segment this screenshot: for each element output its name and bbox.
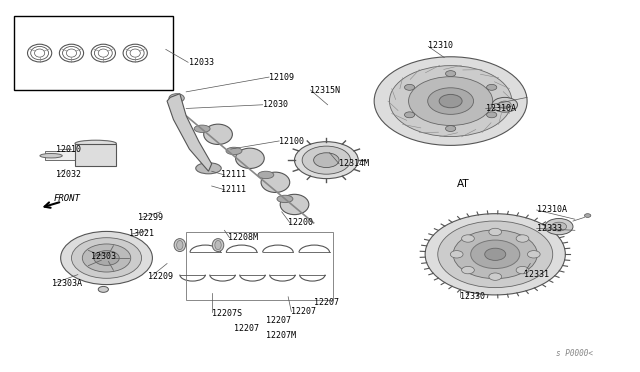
Text: AT: AT bbox=[457, 179, 470, 189]
Circle shape bbox=[439, 94, 462, 108]
Ellipse shape bbox=[75, 140, 116, 147]
Circle shape bbox=[461, 235, 474, 242]
Circle shape bbox=[390, 65, 512, 137]
Text: 12331: 12331 bbox=[524, 270, 549, 279]
Circle shape bbox=[374, 57, 527, 145]
Text: 12207: 12207 bbox=[314, 298, 339, 307]
Text: 12333: 12333 bbox=[537, 224, 562, 233]
Circle shape bbox=[486, 112, 497, 118]
Ellipse shape bbox=[261, 172, 290, 192]
Ellipse shape bbox=[204, 124, 232, 144]
Text: 13021: 13021 bbox=[129, 230, 154, 238]
Ellipse shape bbox=[40, 154, 62, 158]
Circle shape bbox=[408, 77, 493, 125]
Text: 12111: 12111 bbox=[221, 185, 246, 194]
Text: s P0000<: s P0000< bbox=[556, 350, 593, 359]
Ellipse shape bbox=[196, 163, 221, 174]
Circle shape bbox=[470, 240, 520, 269]
Ellipse shape bbox=[584, 214, 591, 217]
Ellipse shape bbox=[277, 195, 293, 203]
Ellipse shape bbox=[194, 125, 210, 132]
Text: 12303: 12303 bbox=[91, 251, 116, 261]
Circle shape bbox=[489, 273, 502, 280]
Circle shape bbox=[83, 244, 131, 272]
Circle shape bbox=[404, 112, 415, 118]
Circle shape bbox=[445, 71, 456, 77]
Text: 12310A: 12310A bbox=[537, 205, 566, 215]
Text: 12207M: 12207M bbox=[266, 331, 296, 340]
Circle shape bbox=[428, 88, 474, 114]
Text: 12299: 12299 bbox=[138, 213, 163, 222]
Text: 12030: 12030 bbox=[262, 100, 287, 109]
Circle shape bbox=[551, 222, 566, 231]
Text: 12032: 12032 bbox=[56, 170, 81, 179]
Circle shape bbox=[294, 142, 358, 179]
Text: 12209: 12209 bbox=[148, 272, 173, 281]
Circle shape bbox=[425, 214, 565, 295]
Ellipse shape bbox=[174, 238, 186, 251]
Circle shape bbox=[94, 251, 119, 265]
Bar bbox=[45, 151, 76, 160]
Ellipse shape bbox=[280, 194, 309, 215]
Text: 12310: 12310 bbox=[428, 41, 453, 50]
Text: 12314M: 12314M bbox=[339, 159, 369, 169]
Ellipse shape bbox=[215, 240, 221, 250]
Circle shape bbox=[445, 126, 456, 132]
Circle shape bbox=[492, 97, 518, 112]
Circle shape bbox=[302, 146, 351, 174]
Text: 12207: 12207 bbox=[291, 307, 316, 316]
Ellipse shape bbox=[258, 171, 274, 179]
Circle shape bbox=[516, 235, 529, 242]
Text: 12330: 12330 bbox=[460, 292, 485, 301]
Text: 12315N: 12315N bbox=[310, 86, 340, 94]
Text: 12303A: 12303A bbox=[52, 279, 83, 288]
Circle shape bbox=[314, 153, 339, 167]
Circle shape bbox=[61, 231, 152, 285]
Circle shape bbox=[404, 84, 415, 90]
Circle shape bbox=[72, 238, 141, 278]
Circle shape bbox=[545, 218, 573, 235]
Circle shape bbox=[438, 221, 553, 288]
Text: FRONT: FRONT bbox=[54, 195, 81, 203]
Circle shape bbox=[527, 251, 540, 258]
Polygon shape bbox=[76, 144, 116, 166]
Bar bbox=[186, 232, 333, 301]
Circle shape bbox=[453, 230, 538, 279]
Text: 12207: 12207 bbox=[266, 316, 291, 325]
Ellipse shape bbox=[177, 240, 183, 250]
Text: 12109: 12109 bbox=[269, 73, 294, 81]
Ellipse shape bbox=[226, 147, 242, 155]
Text: 12310A: 12310A bbox=[486, 104, 516, 113]
Ellipse shape bbox=[212, 238, 224, 251]
Text: 12111: 12111 bbox=[221, 170, 246, 179]
Ellipse shape bbox=[99, 286, 108, 292]
Circle shape bbox=[169, 94, 184, 103]
Circle shape bbox=[461, 266, 474, 274]
Circle shape bbox=[451, 251, 463, 258]
Text: 12100: 12100 bbox=[278, 137, 303, 146]
Circle shape bbox=[486, 84, 497, 90]
Text: 12208M: 12208M bbox=[228, 233, 258, 242]
Text: 12200: 12200 bbox=[288, 218, 313, 227]
Circle shape bbox=[516, 266, 529, 274]
Circle shape bbox=[484, 248, 506, 260]
Text: 12033: 12033 bbox=[189, 58, 214, 67]
Circle shape bbox=[499, 101, 511, 109]
Text: 12207S: 12207S bbox=[212, 309, 242, 318]
Circle shape bbox=[489, 228, 502, 235]
Text: 12010: 12010 bbox=[56, 145, 81, 154]
Ellipse shape bbox=[236, 148, 264, 169]
Polygon shape bbox=[167, 94, 212, 171]
Text: 12207: 12207 bbox=[234, 324, 259, 333]
Bar bbox=[14, 16, 173, 90]
